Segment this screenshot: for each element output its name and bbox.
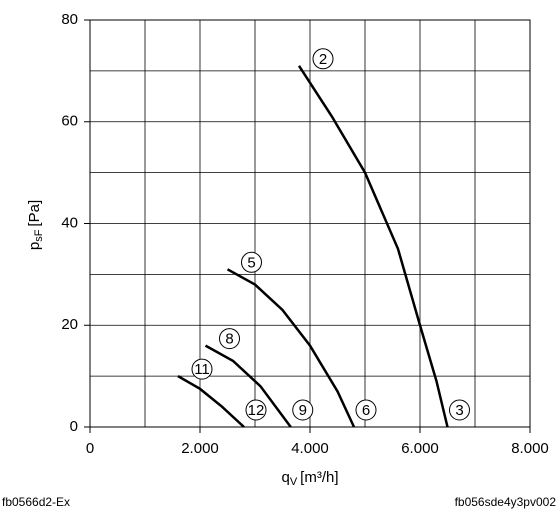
curve	[226, 268, 356, 428]
curve-label: 8	[225, 331, 233, 348]
x-label-unit: [m³/h]	[300, 469, 338, 486]
y-tick-label: 40	[61, 214, 78, 231]
curve-label: 2	[319, 51, 327, 68]
x-tick-label: 2.000	[181, 440, 219, 457]
y-tick-label: 0	[70, 418, 78, 435]
curve-label: 9	[299, 402, 307, 419]
x-label-sub: V	[290, 476, 298, 488]
curve-label-circle	[292, 399, 314, 421]
y-tick-label: 80	[61, 11, 78, 28]
y-tick-label: 60	[61, 113, 78, 130]
y-label-main: p	[26, 242, 43, 250]
footer-right: fb056sde4y3pv002	[455, 495, 557, 509]
curve-label-circle	[241, 251, 262, 273]
y-tick-label: 20	[61, 316, 78, 333]
curve	[204, 344, 292, 428]
curve-label-circle	[191, 358, 213, 380]
x-tick-label: 8.000	[511, 440, 549, 457]
curve-label-circle	[449, 399, 470, 421]
x-label-main: q	[281, 469, 289, 486]
x-axis-label: qV [m³/h]	[281, 469, 338, 488]
y-label-sub: sF	[33, 229, 45, 242]
curve-label-circle	[355, 399, 377, 421]
curve-label-circle	[219, 328, 240, 350]
curve-label: 12	[248, 402, 265, 419]
y-label-unit: [Pa]	[26, 200, 43, 227]
x-tick-label: 6.000	[401, 440, 439, 457]
curve-label: 3	[455, 402, 463, 419]
curve-label: 5	[247, 254, 255, 271]
curve	[177, 375, 245, 428]
x-tick-label: 0	[86, 440, 94, 457]
curve-label-circle	[245, 399, 267, 421]
y-axis-label: psF [Pa]	[26, 200, 45, 250]
curve	[297, 65, 449, 428]
curve-label: 6	[362, 402, 370, 419]
footer-left: fb0566d2-Ex	[2, 495, 70, 509]
x-tick-label: 4.000	[291, 440, 329, 457]
curve-label-circle	[312, 48, 334, 70]
curve-label: 11	[194, 361, 210, 378]
